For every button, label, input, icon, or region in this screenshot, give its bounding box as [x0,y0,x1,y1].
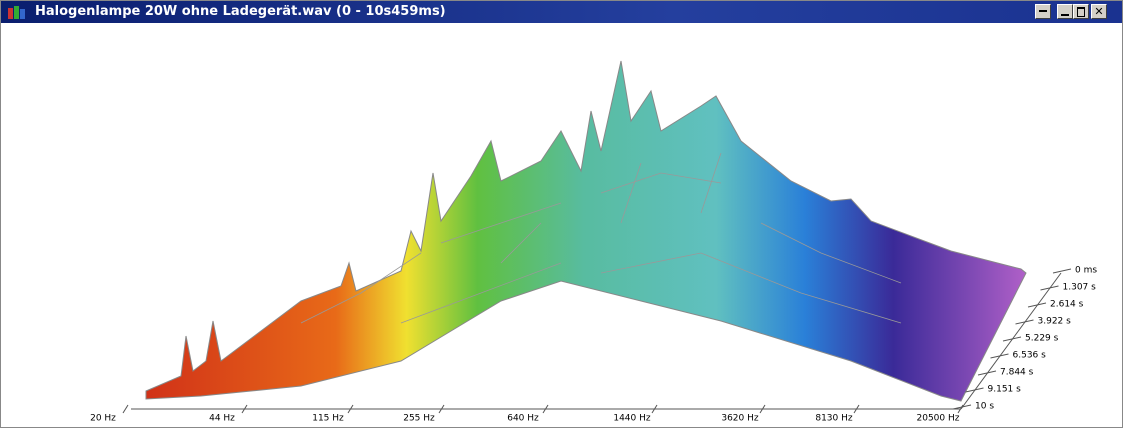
tick-mark [542,404,549,414]
tick-mark [1015,319,1034,325]
tick-mark [1002,336,1022,342]
time-tick-label: 1.307 s [1063,283,1097,293]
tick-mark [977,370,997,376]
maximize-button[interactable] [1073,4,1089,19]
time-tick-label: 2.614 s [1050,300,1084,310]
x-tick-label: 255 Hz [403,414,435,424]
time-tick-label: 10 s [975,402,994,412]
close-button[interactable]: ✕ [1091,4,1107,19]
app-icon [8,6,25,19]
tick-mark [990,353,1009,359]
time-tick-label: 0 ms [1075,266,1097,276]
spectrum-plot: 20 Hz 44 Hz 115 Hz 255 Hz 640 Hz 1440 Hz 3620 … [90,60,1097,424]
tick-mark [651,404,658,414]
time-tick-label: 9.151 s [988,385,1022,395]
surface [145,60,1027,402]
tick-mark [1040,285,1059,291]
menu-button[interactable] [1035,4,1051,19]
tick-mark [952,404,972,410]
x-tick-label: 44 Hz [209,414,235,424]
x-tick-label: 3620 Hz [721,414,759,424]
tick-mark [853,404,860,414]
time-tick-label: 5.229 s [1025,334,1059,344]
tick-mark [1052,268,1072,274]
tick-mark [347,404,354,414]
tick-mark [122,404,129,414]
title-bar: Halogenlampe 20W ohne Ladegerät.wav (0 -… [1,1,1122,23]
frequency-axis: 20 Hz 44 Hz 115 Hz 255 Hz 640 Hz 1440 Hz 3620 … [90,404,964,424]
time-axis: 0 ms 1.307 s 2.614 s 3.922 s 5.229 s 6.536 s 7… [952,266,1097,412]
tick-mark [438,404,445,414]
time-tick-label: 6.536 s [1013,351,1047,361]
x-tick-label: 1440 Hz [613,414,651,424]
window-title: Halogenlampe 20W ohne Ladegerät.wav (0 -… [35,4,446,19]
tick-mark [759,404,766,414]
tick-mark [241,404,248,414]
minimize-button[interactable] [1057,4,1073,19]
x-tick-label: 8130 Hz [815,414,853,424]
x-tick-label: 20 Hz [90,414,116,424]
x-tick-label: 640 Hz [507,414,539,424]
tick-mark [1027,302,1047,308]
tick-mark [965,387,984,393]
x-tick-label: 20500 Hz [917,414,960,424]
time-tick-label: 7.844 s [1000,368,1034,378]
time-tick-label: 3.922 s [1038,317,1072,327]
x-tick-label: 115 Hz [312,414,344,424]
tick-mark [957,404,964,414]
axis-line [960,272,1062,410]
